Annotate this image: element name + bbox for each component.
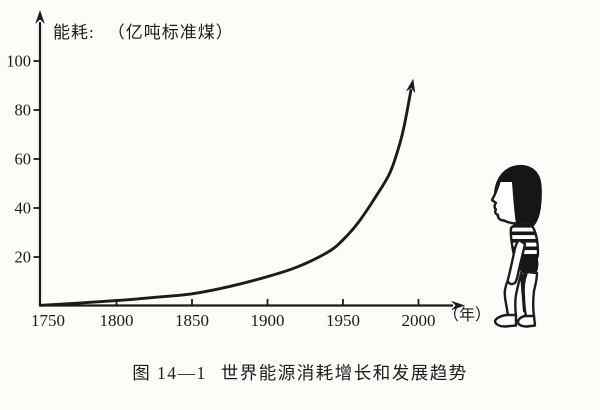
y-tick-label: 40 [15, 199, 32, 218]
x-tick-label: 1750 [31, 311, 65, 330]
x-tick-label: 1950 [326, 311, 360, 330]
child-front-foot [493, 313, 518, 328]
y-tick-label: 20 [15, 248, 32, 267]
x-tick-label: 1800 [100, 311, 134, 330]
x-tick-label: 2000 [402, 311, 436, 330]
y-axis-title-prefix: 能耗: [53, 23, 95, 42]
x-tick-label: 1900 [251, 311, 285, 330]
y-axis-title: 能耗: （亿吨标准煤） [53, 18, 234, 43]
child-arm [506, 238, 527, 286]
child-back-foot [516, 314, 537, 328]
figure-title: 世界能源消耗增长和发展趋势 [220, 363, 468, 383]
y-tick-label: 60 [15, 150, 32, 169]
y-tick-label: 80 [15, 101, 32, 120]
x-tick-label: 1850 [175, 311, 209, 330]
curve-arrowhead [405, 78, 416, 94]
figure-caption: 图 14—1 世界能源消耗增长和发展趋势 [0, 360, 600, 385]
y-axis-arrowhead [35, 10, 45, 24]
y-tick-label: 100 [6, 52, 31, 71]
x-axis-unit-label: （年） [443, 307, 492, 324]
child-face [492, 182, 516, 224]
child-figure-illustration [490, 165, 542, 328]
child-profile [490, 178, 518, 225]
y-axis-title-unit: （亿吨标准煤） [107, 23, 234, 42]
x-axis-arrowhead [451, 300, 465, 311]
figure-number: 图 14—1 [132, 363, 207, 383]
energy-consumption-curve [39, 88, 413, 307]
child-back-leg [522, 270, 539, 319]
